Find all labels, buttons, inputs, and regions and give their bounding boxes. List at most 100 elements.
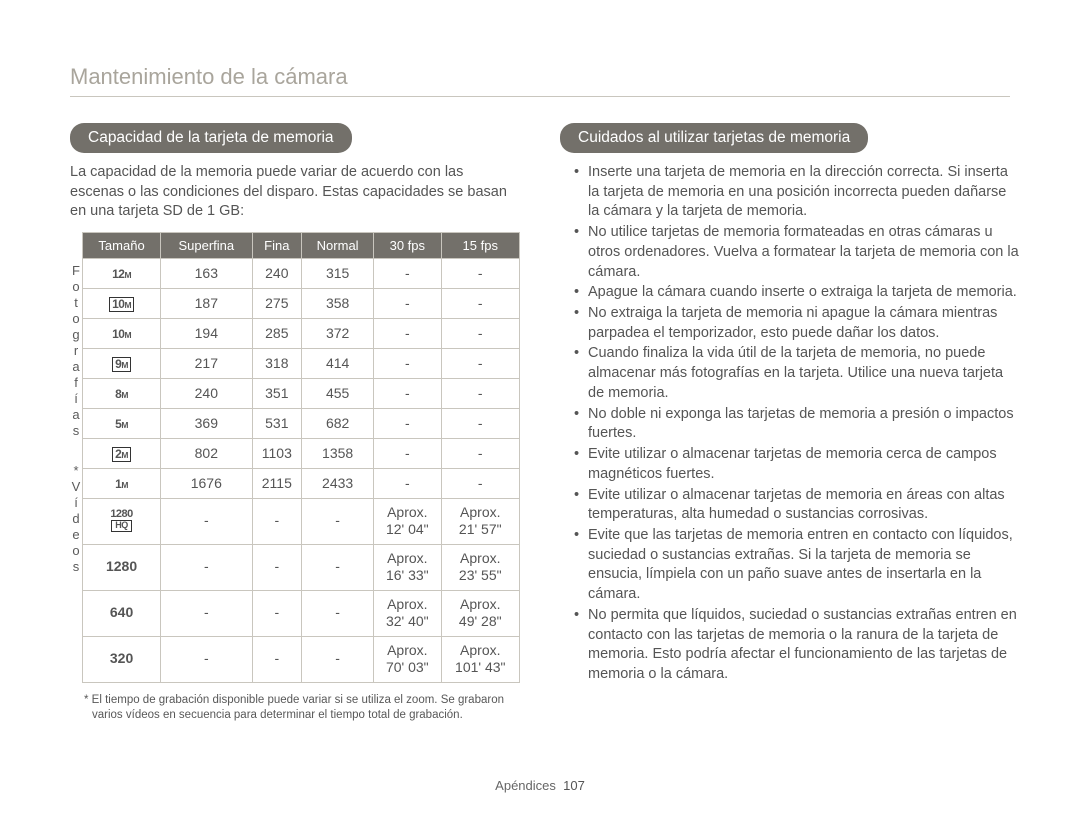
- data-cell: -: [374, 258, 441, 288]
- data-cell: -: [302, 636, 374, 682]
- page-title: Mantenimiento de la cámara: [70, 64, 1010, 90]
- data-cell: 187: [161, 288, 252, 318]
- vertical-labels: Fotografías*Vídeos: [70, 232, 82, 683]
- size-cell: 8M: [83, 378, 161, 408]
- data-cell: 372: [302, 318, 374, 348]
- table-row: 10M187275358--: [83, 288, 520, 318]
- content-columns: Capacidad de la tarjeta de memoria La ca…: [70, 123, 1010, 724]
- right-column: Cuidados al utilizar tarjetas de memoria…: [560, 123, 1020, 724]
- data-cell: 1358: [302, 438, 374, 468]
- table-body: 12M163240315--10M187275358--10M194285372…: [83, 258, 520, 682]
- table-header-cell: Normal: [302, 232, 374, 258]
- table-row: 1280HQ---Aprox.12' 04"Aprox.21' 57": [83, 498, 520, 544]
- capacity-table: TamañoSuperfinaFinaNormal30 fps15 fps 12…: [82, 232, 520, 683]
- data-cell: -: [161, 498, 252, 544]
- list-item: Cuando finaliza la vida útil de la tarje…: [560, 344, 1020, 403]
- size-cell: 9M: [83, 348, 161, 378]
- data-cell: -: [374, 288, 441, 318]
- data-cell: -: [441, 348, 519, 378]
- data-cell: 240: [161, 378, 252, 408]
- video-size-cell: 320: [83, 636, 161, 682]
- data-cell: 682: [302, 408, 374, 438]
- data-cell: -: [302, 498, 374, 544]
- table-header-cell: Superfina: [161, 232, 252, 258]
- size-cell: 10M: [83, 318, 161, 348]
- divider: [70, 96, 1010, 97]
- list-item: Apague la cámara cuando inserte o extrai…: [560, 283, 1020, 303]
- data-cell: 369: [161, 408, 252, 438]
- data-cell: -: [374, 468, 441, 498]
- video-size-cell: 1280HQ: [83, 498, 161, 544]
- list-item: Evite que las tarjetas de memoria entren…: [560, 526, 1020, 605]
- data-cell: 285: [252, 318, 302, 348]
- data-cell: -: [441, 468, 519, 498]
- table-header-cell: 15 fps: [441, 232, 519, 258]
- data-cell: -: [441, 438, 519, 468]
- data-cell: -: [252, 636, 302, 682]
- data-cell: 2115: [252, 468, 302, 498]
- list-item: No permita que líquidos, suciedad o sust…: [560, 606, 1020, 685]
- data-cell: Aprox.21' 57": [441, 498, 519, 544]
- data-cell: -: [441, 288, 519, 318]
- data-cell: -: [302, 544, 374, 590]
- data-cell: 1103: [252, 438, 302, 468]
- size-cell: 5M: [83, 408, 161, 438]
- data-cell: -: [252, 590, 302, 636]
- data-cell: 194: [161, 318, 252, 348]
- table-row: 5M369531682--: [83, 408, 520, 438]
- data-cell: -: [374, 408, 441, 438]
- memory-capacity-header: Capacidad de la tarjeta de memoria: [70, 123, 352, 153]
- data-cell: 351: [252, 378, 302, 408]
- table-header-cell: Tamaño: [83, 232, 161, 258]
- data-cell: 2433: [302, 468, 374, 498]
- data-cell: -: [161, 590, 252, 636]
- data-cell: -: [161, 636, 252, 682]
- footer-label: Apéndices: [495, 778, 556, 793]
- list-item: No utilice tarjetas de memoria formatead…: [560, 223, 1020, 282]
- size-cell: 10M: [83, 288, 161, 318]
- table-row: 9M217318414--: [83, 348, 520, 378]
- table-row: 1280---Aprox.16' 33"Aprox.23' 55": [83, 544, 520, 590]
- data-cell: 318: [252, 348, 302, 378]
- data-cell: -: [374, 378, 441, 408]
- data-cell: -: [441, 318, 519, 348]
- data-cell: 802: [161, 438, 252, 468]
- data-cell: -: [374, 348, 441, 378]
- data-cell: Aprox.70' 03": [374, 636, 441, 682]
- table-row: 10M194285372--: [83, 318, 520, 348]
- data-cell: -: [302, 590, 374, 636]
- footer: Apéndices 107: [0, 778, 1080, 793]
- data-cell: 414: [302, 348, 374, 378]
- table-header-row: TamañoSuperfinaFinaNormal30 fps15 fps: [83, 232, 520, 258]
- data-cell: 275: [252, 288, 302, 318]
- data-cell: -: [374, 438, 441, 468]
- data-cell: -: [441, 378, 519, 408]
- data-cell: 455: [302, 378, 374, 408]
- data-cell: -: [252, 498, 302, 544]
- capacity-table-wrap: Fotografías*Vídeos TamañoSuperfinaFinaNo…: [70, 232, 520, 683]
- data-cell: 240: [252, 258, 302, 288]
- list-item: No doble ni exponga las tarjetas de memo…: [560, 405, 1020, 444]
- data-cell: Aprox.49' 28": [441, 590, 519, 636]
- data-cell: -: [441, 258, 519, 288]
- data-cell: 315: [302, 258, 374, 288]
- footnote: * El tiempo de grabación disponible pued…: [92, 693, 520, 724]
- data-cell: 1676: [161, 468, 252, 498]
- size-cell: 12M: [83, 258, 161, 288]
- table-row: 12M163240315--: [83, 258, 520, 288]
- data-cell: Aprox.101' 43": [441, 636, 519, 682]
- table-header-cell: Fina: [252, 232, 302, 258]
- size-cell: 1M: [83, 468, 161, 498]
- data-cell: -: [374, 318, 441, 348]
- data-cell: -: [161, 544, 252, 590]
- data-cell: 163: [161, 258, 252, 288]
- video-size-cell: 640: [83, 590, 161, 636]
- capacity-intro: La capacidad de la memoria puede variar …: [70, 163, 520, 222]
- page-number: 107: [563, 778, 585, 793]
- table-row: 2M80211031358--: [83, 438, 520, 468]
- data-cell: Aprox.16' 33": [374, 544, 441, 590]
- list-item: No extraiga la tarjeta de memoria ni apa…: [560, 304, 1020, 343]
- table-row: 1M167621152433--: [83, 468, 520, 498]
- data-cell: Aprox.23' 55": [441, 544, 519, 590]
- data-cell: 358: [302, 288, 374, 318]
